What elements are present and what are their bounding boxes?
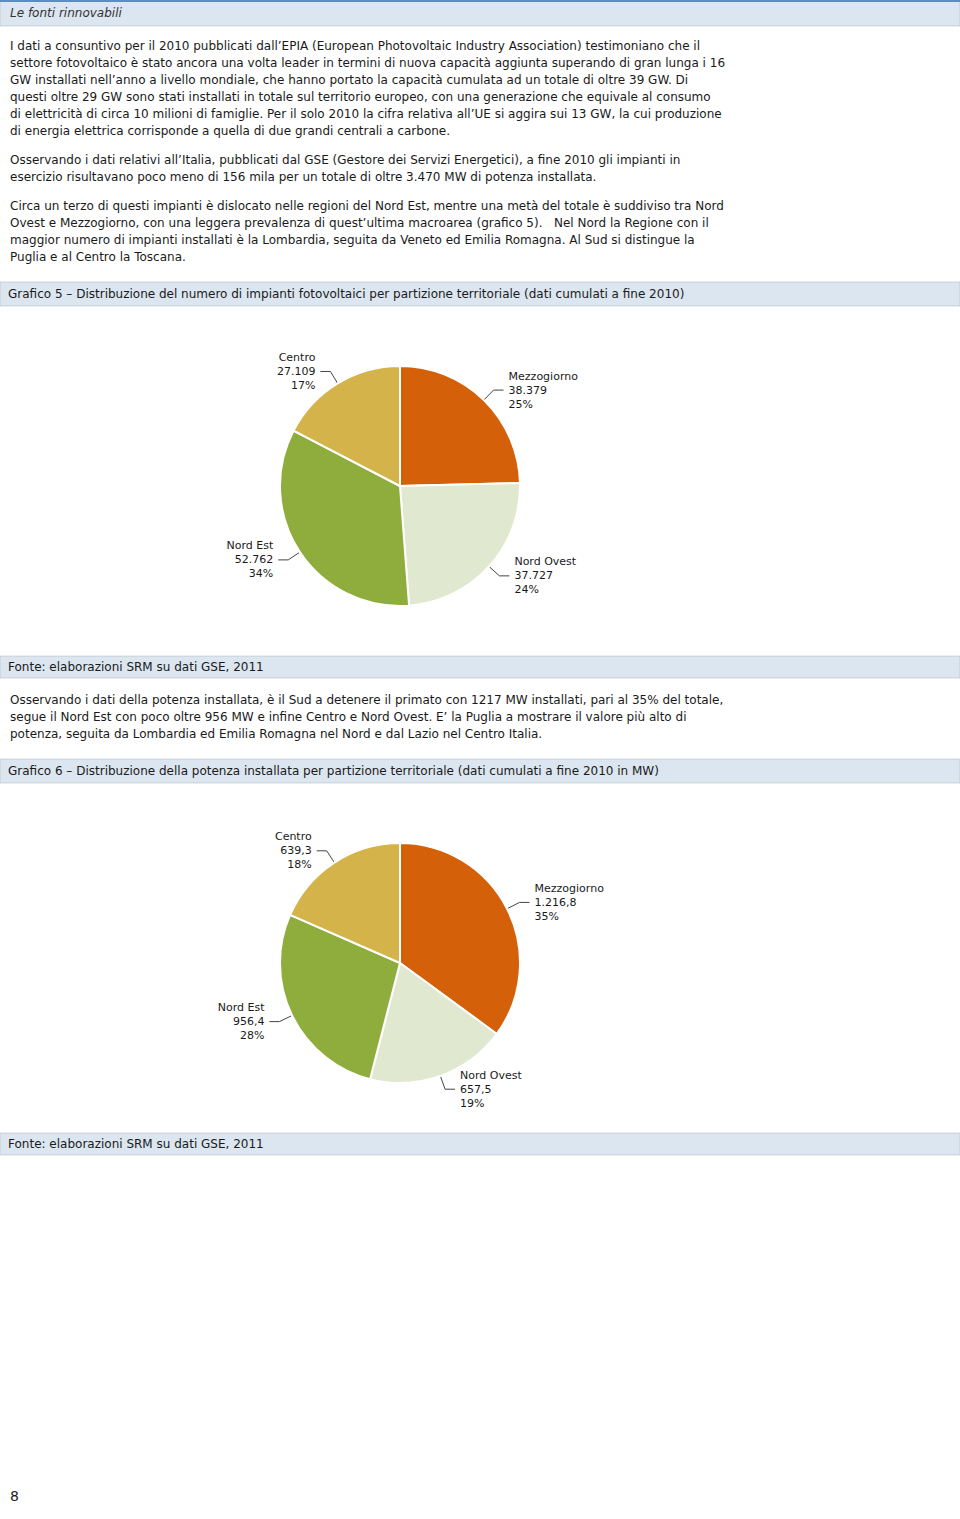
- svg-text:settore fotovoltaico è stato a: settore fotovoltaico è stato ancora una …: [10, 56, 725, 70]
- svg-text:27.109: 27.109: [277, 365, 316, 378]
- svg-text:I dati a consuntivo per il 201: I dati a consuntivo per il 2010 pubblica…: [10, 39, 700, 53]
- svg-text:Puglia e al Centro la Toscana.: Puglia e al Centro la Toscana.: [10, 250, 186, 264]
- svg-text:956,4: 956,4: [233, 1015, 265, 1028]
- svg-text:1.216,8: 1.216,8: [535, 896, 577, 909]
- svg-text:38.379: 38.379: [509, 384, 548, 397]
- svg-text:19%: 19%: [460, 1097, 484, 1110]
- svg-text:Osservando i dati relativi all: Osservando i dati relativi all’Italia, p…: [10, 153, 680, 167]
- svg-text:Nord Est: Nord Est: [218, 1001, 265, 1014]
- svg-text:esercizio risultavano poco men: esercizio risultavano poco meno di 156 m…: [10, 170, 596, 184]
- svg-text:maggior numero di impianti ins: maggior numero di impianti installati è …: [10, 233, 695, 247]
- svg-text:25%: 25%: [509, 398, 533, 411]
- svg-text:37.727: 37.727: [514, 569, 553, 582]
- svg-text:di elettricità di circa 10 mil: di elettricità di circa 10 milioni di fa…: [10, 107, 722, 121]
- svg-text:Osservando i dati della potenz: Osservando i dati della potenza installa…: [10, 693, 723, 707]
- svg-text:potenza, seguita da Lombardia: potenza, seguita da Lombardia ed Emilia …: [10, 727, 542, 741]
- svg-text:639,3: 639,3: [280, 844, 312, 857]
- svg-text:Grafico 6 – Distribuzione dell: Grafico 6 – Distribuzione della potenza …: [8, 764, 659, 778]
- svg-text:18%: 18%: [287, 858, 311, 871]
- svg-text:segue il Nord Est con poco olt: segue il Nord Est con poco oltre 956 MW …: [10, 710, 686, 724]
- svg-text:24%: 24%: [514, 583, 538, 596]
- svg-text:questi oltre 29 GW sono stati: questi oltre 29 GW sono stati installati…: [10, 90, 711, 104]
- svg-text:8: 8: [10, 1488, 19, 1504]
- svg-text:Nord Est: Nord Est: [226, 539, 273, 552]
- svg-text:28%: 28%: [240, 1029, 264, 1042]
- svg-text:Centro: Centro: [275, 830, 312, 843]
- svg-text:Ovest e Mezzogiorno, con una l: Ovest e Mezzogiorno, con una leggera pre…: [10, 216, 709, 230]
- svg-text:34%: 34%: [249, 567, 273, 580]
- svg-text:35%: 35%: [535, 910, 559, 923]
- svg-text:di energia elettrica corrispon: di energia elettrica corrisponde a quell…: [10, 124, 450, 138]
- svg-text:Centro: Centro: [279, 351, 316, 364]
- svg-text:17%: 17%: [291, 379, 315, 392]
- svg-text:Mezzogiorno: Mezzogiorno: [535, 882, 605, 895]
- svg-text:Fonte: elaborazioni SRM su dat: Fonte: elaborazioni SRM su dati GSE, 201…: [8, 660, 264, 674]
- svg-text:Mezzogiorno: Mezzogiorno: [509, 370, 579, 383]
- svg-text:Le fonti rinnovabili: Le fonti rinnovabili: [10, 6, 122, 20]
- svg-text:GW installati nell’anno a live: GW installati nell’anno a livello mondia…: [10, 73, 688, 87]
- svg-text:52.762: 52.762: [235, 553, 274, 566]
- svg-text:Grafico 5 – Distribuzione del: Grafico 5 – Distribuzione del numero di …: [8, 287, 684, 301]
- svg-text:Fonte: elaborazioni SRM su dat: Fonte: elaborazioni SRM su dati GSE, 201…: [8, 1137, 264, 1151]
- svg-text:Nord Ovest: Nord Ovest: [514, 555, 576, 568]
- svg-text:657,5: 657,5: [460, 1083, 492, 1096]
- svg-text:Nord Ovest: Nord Ovest: [460, 1069, 522, 1082]
- svg-text:Circa un terzo di questi impia: Circa un terzo di questi impianti è disl…: [10, 199, 724, 213]
